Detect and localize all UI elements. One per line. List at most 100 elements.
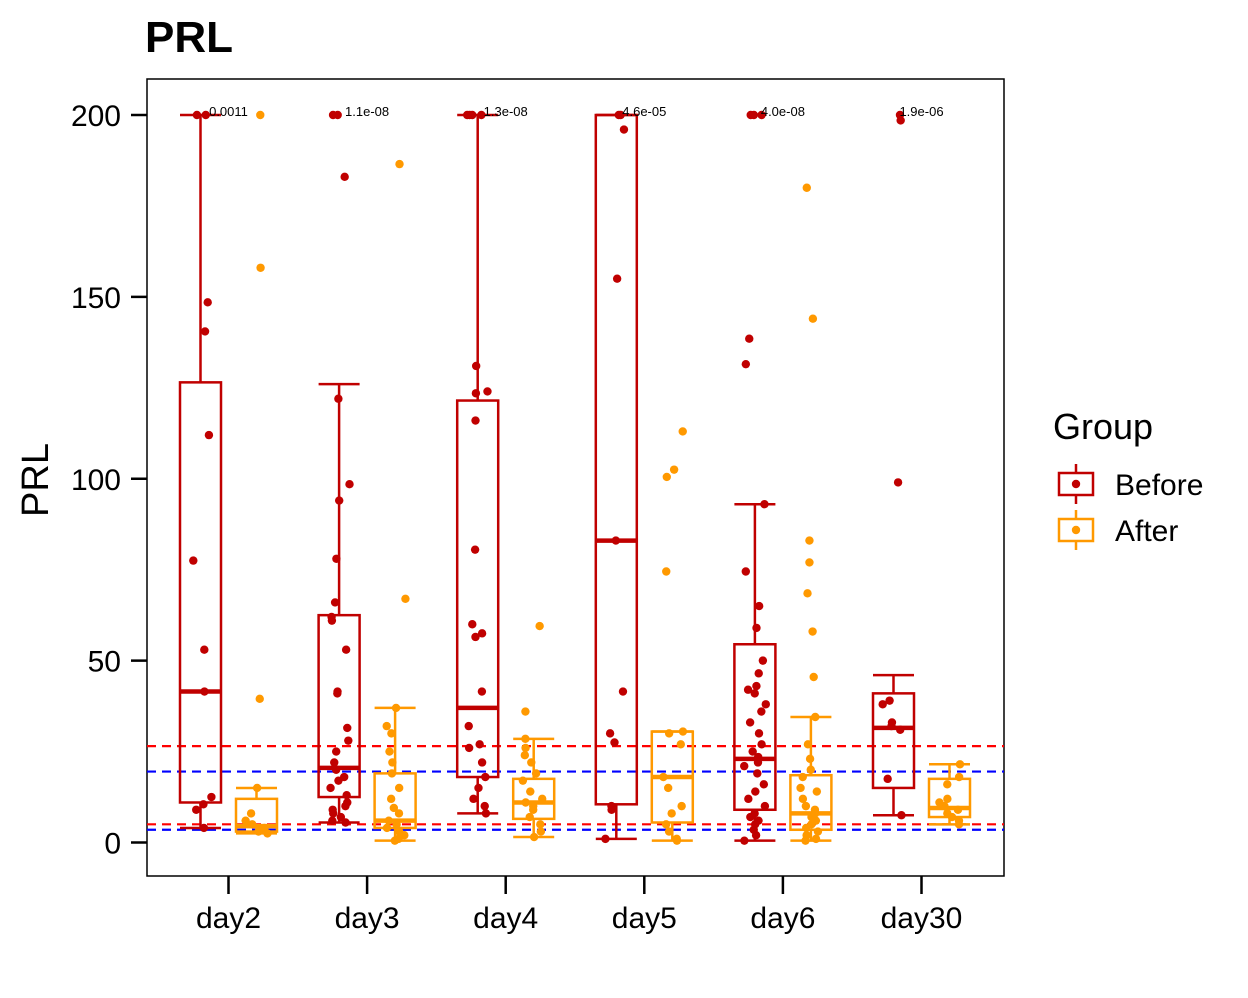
data-point-after [661,820,671,829]
data-point-before [616,110,625,120]
data-point-before [740,836,749,845]
data-point-after [395,159,404,169]
data-point-before [189,556,198,565]
data-point-before [326,783,335,793]
data-point-before [754,729,764,738]
data-point-after [527,758,536,767]
data-point-before [471,361,481,371]
data-point-before [343,723,352,733]
data-point-before [760,500,769,509]
data-point-before [885,696,894,705]
data-point-before [345,480,354,489]
data-point-before [750,809,759,818]
data-point-before [481,809,491,818]
data-point-after [535,621,544,631]
boxplot-before-day30 [871,673,916,817]
y-tick-label: 50 [88,646,121,679]
data-point-after [805,754,815,764]
data-point-before [760,801,770,811]
data-point-before [607,801,616,811]
data-point-after [252,783,262,793]
box-iqr [511,777,556,821]
data-point-after [387,729,396,738]
data-point-before [336,812,346,822]
data-point-before [605,729,615,738]
p-value-label: 4.0e-08 [761,104,805,119]
data-point-before [328,805,337,814]
data-point-before [477,687,487,696]
legend-item-before: Before [1057,464,1203,504]
data-point-before [474,783,483,793]
data-point-before [471,632,480,642]
data-point-before [328,816,337,825]
data-point-after [802,831,811,840]
box-iqr [871,692,916,790]
boxplot-after-day4 [511,737,556,839]
data-point-after [248,820,257,829]
data-point-before [618,687,628,696]
data-point-before [748,747,757,756]
data-point-before [471,416,480,425]
legend: Group Before After [1053,406,1203,550]
data-point-after [664,827,674,836]
data-point-before [745,334,754,343]
data-point-after [392,820,401,829]
data-point-after [803,589,812,598]
data-point-after [662,567,671,576]
data-point-before [331,765,341,774]
data-point-before [199,800,208,809]
data-point-after [796,783,805,793]
data-point-before [480,801,489,811]
data-point-after [954,816,964,825]
boxplot-before-day5 [594,113,639,841]
y-axis: 0 50 100 150 200 [71,100,147,861]
data-point-before [330,598,340,607]
data-point-before [896,725,905,734]
data-point-after [811,712,820,722]
data-point-after [525,812,534,822]
x-tick-label: day2 [196,902,261,935]
data-point-after [678,727,688,736]
data-point-before [753,769,762,778]
data-point-after [667,809,676,818]
data-point-before [757,740,766,749]
data-point-before [200,327,210,336]
data-point-after [531,769,541,778]
data-point-after [669,465,679,474]
box-iqr [317,613,361,799]
data-point-after [256,110,265,120]
legend-title: Group [1053,406,1153,447]
data-point-before [332,554,341,563]
x-tick-label: day5 [612,902,677,935]
data-point-before [340,172,349,182]
data-point-after [391,703,401,713]
data-point-before [204,430,214,440]
data-point-before [201,110,210,120]
data-point-before [740,761,749,771]
data-point-before [341,818,350,827]
legend-key-point [1071,525,1081,535]
data-point-after [953,805,963,814]
box-iqr [178,381,223,804]
data-point-before [475,740,484,749]
data-point-before [332,747,341,756]
data-point-before [743,685,753,694]
data-point-before [887,718,897,727]
data-point-after [943,794,952,804]
data-point-before [199,823,209,833]
data-point-after [382,721,391,731]
data-point-after [526,787,535,796]
data-point-after [798,772,807,782]
data-point-before [200,645,209,654]
data-point-after [672,834,681,844]
data-point-after [536,820,545,829]
data-point-before [192,805,201,814]
data-point-after [538,794,547,804]
data-point-before [477,629,487,638]
data-point-after [664,729,674,738]
data-point-before [611,536,621,545]
data-point-before [754,669,763,678]
data-point-before [481,772,490,782]
y-axis-label: PRL [15,443,57,517]
data-point-after [805,558,814,567]
